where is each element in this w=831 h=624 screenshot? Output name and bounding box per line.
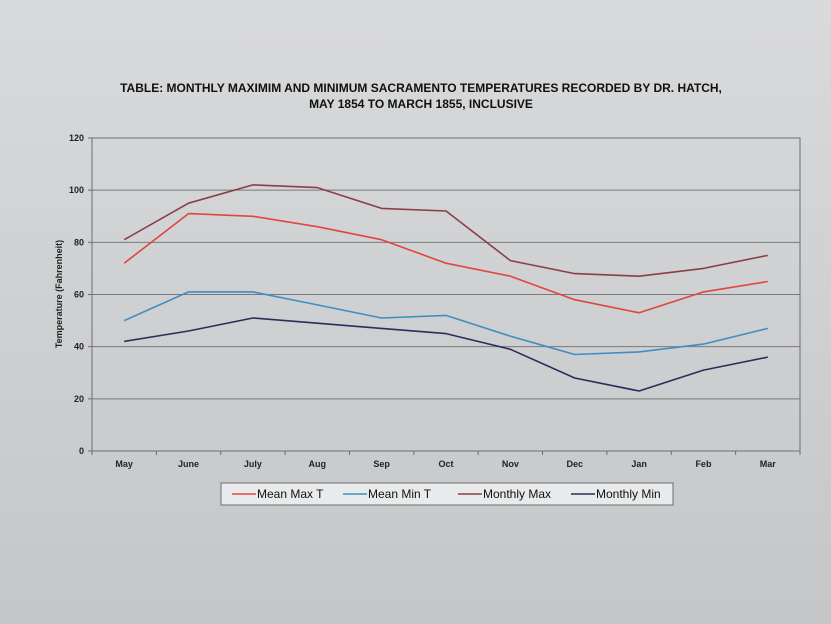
- x-tick-label: May: [115, 459, 133, 469]
- y-tick-label: 20: [74, 394, 84, 404]
- legend-box: [220, 482, 674, 506]
- legend-label: Monthly Min: [596, 487, 661, 501]
- series-lines: [123, 184, 768, 392]
- x-tick-label: Feb: [695, 459, 712, 469]
- x-tick-label: Oct: [438, 459, 453, 469]
- legend-label: Monthly Max: [483, 487, 551, 501]
- x-tick-label: Sep: [373, 459, 390, 469]
- x-axis-ticks: May June July Aug Sep Oct Nov Dec Jan Feb Mar: [91, 451, 801, 469]
- y-tick-label: 40: [74, 342, 84, 352]
- x-tick-label: Jan: [631, 459, 647, 469]
- y-axis-label: Temperature (Fahrenheit): [54, 240, 64, 348]
- x-tick-label: Nov: [502, 459, 519, 469]
- series-line-monthly-min: [124, 317, 768, 392]
- series-line-mean-max-t: [123, 212, 768, 314]
- legend: Mean Max T Mean Min T Monthly Max Monthly M…: [232, 487, 661, 501]
- series-line-mean-min-t: [123, 291, 768, 356]
- x-tick-label: Aug: [309, 459, 327, 469]
- x-tick-label: Mar: [760, 459, 777, 469]
- chart-title-line-2: MAY 1854 TO MARCH 1855, INCLUSIVE: [309, 97, 533, 111]
- y-tick-label: 100: [69, 185, 84, 195]
- y-tick-label: 80: [74, 237, 84, 247]
- x-tick-label: July: [244, 459, 262, 469]
- x-tick-label: Dec: [566, 459, 583, 469]
- y-tick-label: 120: [69, 133, 84, 143]
- y-tick-label: 0: [79, 446, 84, 456]
- y-axis-ticks: 0 20 40 60 80 100 120: [69, 133, 92, 456]
- y-tick-label: 60: [74, 290, 84, 300]
- series-line-monthly-max: [123, 184, 768, 278]
- legend-label: Mean Max T: [257, 487, 324, 501]
- chart-title-line-1: TABLE: MONTHLY MAXIMIM AND MINIMUM SACRA…: [120, 81, 722, 95]
- x-tick-label: June: [178, 459, 199, 469]
- legend-label: Mean Min T: [368, 487, 432, 501]
